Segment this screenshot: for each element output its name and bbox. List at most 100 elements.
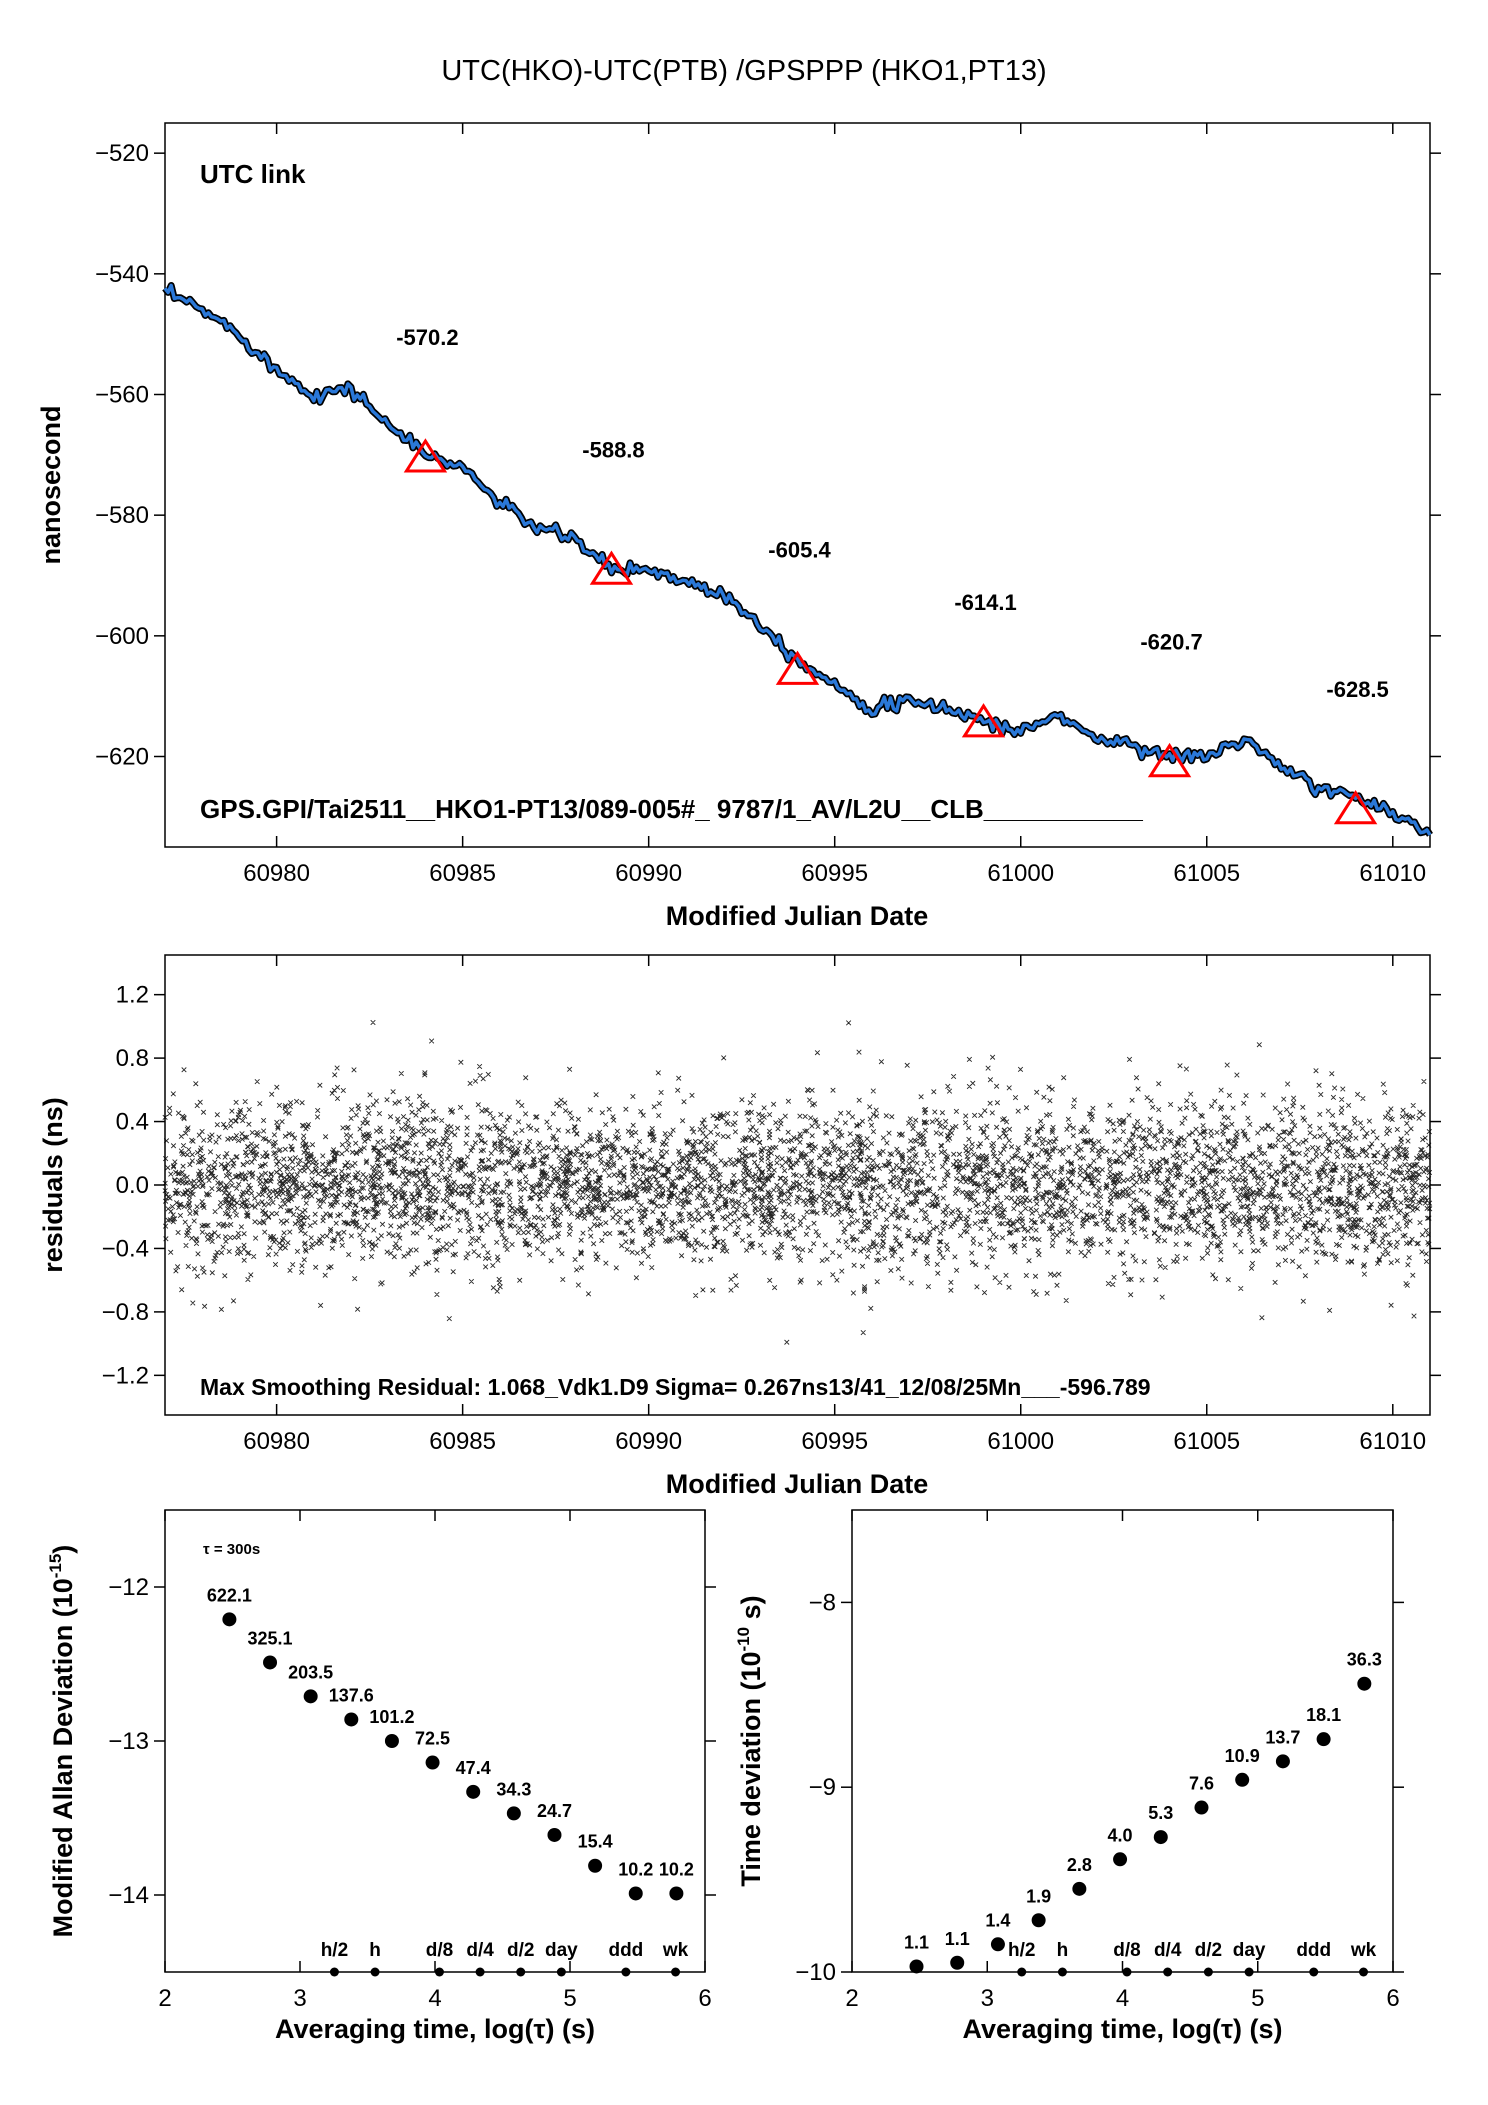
time-marker-label: d/4 bbox=[466, 1940, 494, 1961]
point-value-label: 36.3 bbox=[1347, 1650, 1382, 1670]
time-marker-label: h/2 bbox=[321, 1940, 348, 1961]
deviation-point bbox=[547, 1827, 562, 1842]
y-axis-label-exponent: -10 bbox=[734, 1627, 753, 1652]
deviation-point bbox=[628, 1886, 643, 1901]
deviation-point bbox=[669, 1886, 684, 1901]
deviation-point bbox=[344, 1712, 359, 1727]
residual-points bbox=[162, 1019, 1433, 1345]
time-marker-label: ddd bbox=[1296, 1940, 1331, 1961]
x-tick-label: 60985 bbox=[429, 1428, 496, 1455]
plot-frame bbox=[164, 122, 1431, 848]
x-axis-label: Modified Julian Date bbox=[666, 901, 929, 931]
deviation-point bbox=[263, 1655, 278, 1670]
utc-link-panel: 60980 60985 60990 60995 61000 61005 61010 −520 −… bbox=[36, 122, 1441, 931]
triangle-marker bbox=[589, 550, 634, 585]
deviation-point bbox=[425, 1755, 440, 1770]
x-tick-label: 5 bbox=[1251, 1985, 1264, 2012]
deviation-point bbox=[909, 1959, 924, 1974]
time-marker-point bbox=[556, 1967, 566, 1977]
marker-value-label: -620.7 bbox=[1140, 630, 1202, 655]
y-tick-label: 0.0 bbox=[116, 1172, 149, 1199]
marker-value-label: -570.2 bbox=[396, 325, 458, 350]
point-value-label: 10.2 bbox=[618, 1859, 653, 1879]
point-value-label: 4.0 bbox=[1108, 1825, 1133, 1845]
x-axis-label: Modified Julian Date bbox=[666, 1469, 929, 1499]
time-marker-point bbox=[1359, 1967, 1369, 1977]
marker-value-label: -605.4 bbox=[768, 537, 831, 562]
time-marker-point bbox=[475, 1967, 485, 1977]
y-tick-label: −0.8 bbox=[102, 1299, 149, 1326]
x-tick-label: 60995 bbox=[801, 1428, 868, 1455]
x-tick-label: 4 bbox=[1116, 1985, 1129, 2012]
x-tick-label: 60980 bbox=[243, 1428, 310, 1455]
time-marker-label: d/4 bbox=[1154, 1940, 1182, 1961]
point-value-label: 101.2 bbox=[369, 1707, 414, 1727]
deviation-point bbox=[1153, 1830, 1168, 1845]
point-value-label: 18.1 bbox=[1306, 1705, 1341, 1725]
marker-value-label: -614.1 bbox=[954, 590, 1016, 615]
deviation-point bbox=[990, 1937, 1005, 1952]
y-tick-label: −620 bbox=[95, 744, 149, 771]
tau-note: τ = 300s bbox=[203, 1541, 260, 1558]
deviation-point bbox=[222, 1612, 237, 1627]
deviation-point bbox=[588, 1858, 603, 1873]
figure-title: UTC(HKO)-UTC(PTB) /GPSPPP (HKO1,PT13) bbox=[441, 55, 1046, 87]
point-value-label: 10.9 bbox=[1225, 1746, 1260, 1766]
y-tick-label: −12 bbox=[108, 1574, 149, 1601]
marker-value-label: -628.5 bbox=[1326, 677, 1388, 702]
deviation-point bbox=[303, 1689, 318, 1704]
time-marker-label: h/2 bbox=[1008, 1940, 1035, 1961]
x-tick-label: 61000 bbox=[987, 1428, 1054, 1455]
y-axis-label: residuals (ns) bbox=[38, 1097, 68, 1273]
point-value-label: 203.5 bbox=[288, 1662, 333, 1682]
point-value-label: 7.6 bbox=[1189, 1774, 1214, 1794]
y-tick-label: −8 bbox=[809, 1589, 836, 1616]
y-tick-label: 0.4 bbox=[116, 1109, 149, 1136]
deviation-point bbox=[1357, 1676, 1372, 1691]
y-tick-label: −14 bbox=[108, 1882, 149, 1909]
point-value-label: 1.1 bbox=[945, 1929, 970, 1949]
y-tick-label: 1.2 bbox=[116, 982, 149, 1009]
time-marker-label: day bbox=[1233, 1940, 1266, 1961]
marker-value-label: -588.8 bbox=[582, 437, 644, 462]
point-value-label: 1.1 bbox=[904, 1932, 929, 1952]
point-value-label: 10.2 bbox=[659, 1859, 694, 1879]
time-marker-point bbox=[516, 1967, 526, 1977]
x-axis-label: Averaging time, log(τ) (s) bbox=[275, 2014, 595, 2044]
x-tick-label: 3 bbox=[981, 1985, 994, 2012]
triangle-marker bbox=[961, 703, 1006, 738]
time-marker-point bbox=[434, 1967, 444, 1977]
x-tick-label: 61000 bbox=[987, 860, 1054, 887]
point-value-label: 15.4 bbox=[578, 1832, 613, 1852]
annotation: Max Smoothing Residual: 1.068_Vdk1.D9 Si… bbox=[200, 1374, 1151, 1400]
x-tick-label: 60985 bbox=[429, 860, 496, 887]
time-marker-label: d/8 bbox=[1113, 1940, 1140, 1961]
point-value-label: 1.4 bbox=[985, 1910, 1010, 1930]
deviation-point bbox=[1316, 1732, 1331, 1747]
deviation-point bbox=[1113, 1852, 1128, 1867]
time-marker-label: h bbox=[369, 1940, 381, 1961]
y-axis-label-end: ) bbox=[48, 1545, 78, 1554]
plot-frame bbox=[851, 1509, 1394, 1973]
y-tick-label: −580 bbox=[95, 502, 149, 529]
legend-text: UTC link bbox=[200, 159, 306, 189]
x-tick-label: 61005 bbox=[1173, 1428, 1240, 1455]
time-marker-label: h bbox=[1057, 1940, 1069, 1961]
x-axis-label: Averaging time, log(τ) (s) bbox=[962, 2014, 1282, 2044]
x-tick-label: 6 bbox=[1386, 1985, 1399, 2012]
time-marker-point bbox=[1017, 1967, 1027, 1977]
y-tick-label: −1.2 bbox=[102, 1362, 149, 1389]
deviation-point bbox=[1275, 1754, 1290, 1769]
deviation-point bbox=[466, 1784, 481, 1799]
y-tick-label: −0.4 bbox=[102, 1235, 149, 1262]
y-tick-label: −9 bbox=[809, 1774, 836, 1801]
point-value-label: 1.9 bbox=[1026, 1886, 1051, 1906]
y-axis-label: nanosecond bbox=[36, 405, 66, 564]
annotation: GPS.GPI/Tai2511__HKO1-PT13/089-005#_ 978… bbox=[200, 794, 1143, 824]
time-marker-label: d/8 bbox=[426, 1940, 453, 1961]
time-marker-point bbox=[1244, 1967, 1254, 1977]
triangle-marker bbox=[775, 650, 820, 685]
y-tick-label: 0.8 bbox=[116, 1045, 149, 1072]
y-axis-label-main: Modified Allan Deviation (10 bbox=[48, 1578, 78, 1937]
